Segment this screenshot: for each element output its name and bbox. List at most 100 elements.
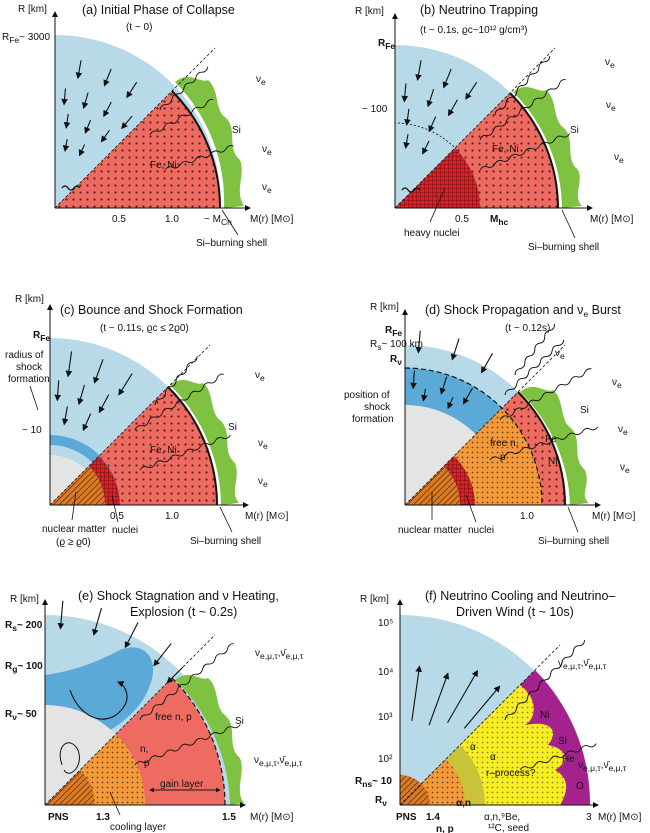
flow-arrow — [422, 140, 430, 155]
panel-d-si-layer — [520, 387, 589, 505]
panel-c-radius-value: ~ 10 — [22, 425, 42, 436]
panel-a-region-si: Si — [232, 125, 241, 136]
flow-arrow — [153, 643, 172, 667]
panel-e-region-n: n, — [140, 744, 148, 755]
panel-f-radius-nu: Rν — [375, 795, 387, 808]
panel-c-neutrino-3: νe — [258, 476, 268, 489]
flow-arrow — [63, 113, 71, 129]
flow-arrow — [126, 81, 138, 99]
panel-e-y-axis: R [km] — [10, 594, 39, 605]
panel-f-region-r-process: r–process? — [486, 768, 536, 779]
panel-f-neutrino-flux-1: νe,μ,τ,ν̄e,μ,τ — [558, 658, 607, 671]
panel-c-radius-label: RFe — [33, 330, 50, 343]
panel-d-tick-1-0: 1.0 — [520, 511, 534, 522]
panel-c-y-axis: R [km] — [15, 294, 44, 305]
panel-f-region-alpha-2: α — [470, 742, 476, 753]
flow-arrow — [415, 330, 423, 354]
flow-arrow — [124, 622, 139, 649]
panel-e-si-layer — [175, 675, 244, 805]
panel-f-region-o: O — [576, 781, 584, 792]
panel-b-tick-mhc: Mhc — [490, 214, 509, 227]
panel-d-shock-note-1: position of — [344, 390, 390, 401]
panel-b-heavy-nuclei-label: heavy nuclei — [404, 228, 460, 239]
flow-arrow — [103, 68, 112, 87]
panel-f-y-tick-1e2: 10² — [378, 754, 393, 765]
panel-a-shell-label: Si–burning shell — [196, 238, 267, 249]
panel-a-x-axis: M(r) [M⊙] — [250, 214, 294, 225]
flow-arrow — [410, 370, 417, 390]
panel-d-radius-fe: RFe — [385, 325, 402, 338]
panel-d-shock-note-3: formation — [352, 414, 394, 425]
flow-arrow — [450, 338, 460, 361]
panel-e-neutrino-flux-1: νe,μ,τ,ν̄e,μ,τ — [255, 648, 304, 661]
flow-arrow — [92, 607, 103, 636]
panel-d-region-p: p — [500, 452, 506, 463]
panel-e-tick-pns: PNS — [48, 812, 69, 823]
panel-b-x-axis: M(r) [M⊙] — [590, 214, 634, 225]
panel-b-shell-label: Si–burning shell — [528, 242, 599, 253]
panel-b-neutrino-1: νe — [605, 57, 615, 70]
panel-f-region-alpha-1: α — [490, 752, 496, 763]
panel-a-si-layer — [175, 77, 244, 208]
panel-c-nuclear-matter — [50, 466, 106, 505]
flow-arrow — [75, 60, 83, 80]
panel-e-tick-1-3: 1.3 — [96, 812, 110, 823]
panel-c-subtitle: (t ~ 0.11s, ϱc ≤ 2ϱ0) — [100, 323, 189, 334]
panel-e-radius-gain: Rg~ 100 — [5, 661, 43, 674]
flow-arrow — [103, 101, 112, 118]
panel-a-si-burning-shell — [171, 90, 222, 209]
panel-c-shock-note-2: shock — [16, 362, 43, 373]
flow-arrow — [77, 384, 85, 406]
panel-a-y-axis: R [km] — [18, 4, 47, 15]
panel-e: (e) Shock Stagnation and ν Heating, Expl… — [5, 589, 304, 833]
panel-e-region-p: p — [144, 758, 150, 769]
flow-arrow — [428, 672, 450, 726]
panel-f-region-si: Si — [558, 736, 567, 747]
panel-b-subtitle: (t ~ 0.1s, ϱc~10¹² g/cm³) — [420, 25, 527, 36]
panel-a-radius-label: RFe~ 3000 — [2, 32, 50, 45]
panel-a-neutrino-rays — [149, 66, 234, 171]
panel-b-radius-value: ~ 100 — [362, 104, 388, 115]
panel-a-neutrino-3: νe — [262, 182, 272, 195]
flow-arrow — [447, 669, 479, 724]
panel-f-y-tick-1e5: 10⁵ — [378, 618, 393, 629]
panel-c-tick-1-0: 1.0 — [165, 511, 179, 522]
panel-e-title: (e) Shock Stagnation and ν Heating, — [78, 589, 279, 603]
panel-e-tick-1-5: 1.5 — [222, 812, 236, 823]
panel-d-y-axis: R [km] — [370, 302, 399, 313]
panel-d-neutrino-1: νe — [555, 348, 565, 361]
panel-f-tick-pns: PNS — [396, 812, 417, 823]
flow-arrow — [462, 387, 473, 405]
flow-arrow — [54, 380, 62, 402]
flow-arrow — [78, 144, 86, 157]
panel-c-si-layer — [170, 380, 239, 505]
panel-f-y-tick-1e4: 10⁴ — [378, 667, 393, 678]
panel-a-tick-mch: ~ MCh — [204, 214, 232, 227]
flow-arrow — [403, 134, 410, 150]
panel-e-radius-shock: Rs~ 200 — [5, 620, 43, 633]
panel-b: (b) Neutrino Trapping (t ~ 0.1s, ϱc~10¹²… — [355, 3, 634, 253]
panel-d-nuclear-matter — [405, 466, 461, 505]
panel-b-title: (b) Neutrino Trapping — [420, 3, 538, 17]
flow-arrow — [415, 60, 422, 82]
panel-a-tick-1-0: 1.0 — [165, 214, 179, 225]
panel-c-nuclear-density: (ϱ ≥ ϱ0) — [56, 537, 91, 548]
panel-c-shock-note-1: radius of — [5, 350, 44, 361]
panel-d-shock-note-2: shock — [364, 402, 391, 413]
flow-arrow — [166, 666, 184, 684]
panel-e-cooling-layer: cooling layer — [110, 822, 167, 833]
panel-d-region-fe: Fe — [545, 434, 557, 445]
panel-e-radius-nu: Rν~ 50 — [5, 709, 37, 722]
panel-e-neutrino-flux-2: νe,μ,τ,ν̄e,μ,τ — [254, 755, 303, 768]
panel-f-region-alpha-n: α,n — [456, 798, 471, 809]
flow-arrow — [447, 99, 458, 117]
flow-arrow — [404, 108, 411, 126]
panel-c-title: (c) Bounce and Shock Formation — [60, 303, 243, 317]
panel-d-x-axis: M(r) [M⊙] — [592, 511, 636, 522]
panel-b-region-si: Si — [570, 125, 579, 136]
panel-c-region-fe-ni: Fe, Ni — [150, 445, 177, 456]
panel-e-region-si: Si — [235, 716, 244, 727]
panel-b-tick-0-5: 0.5 — [455, 214, 469, 225]
flow-arrow — [421, 388, 428, 402]
